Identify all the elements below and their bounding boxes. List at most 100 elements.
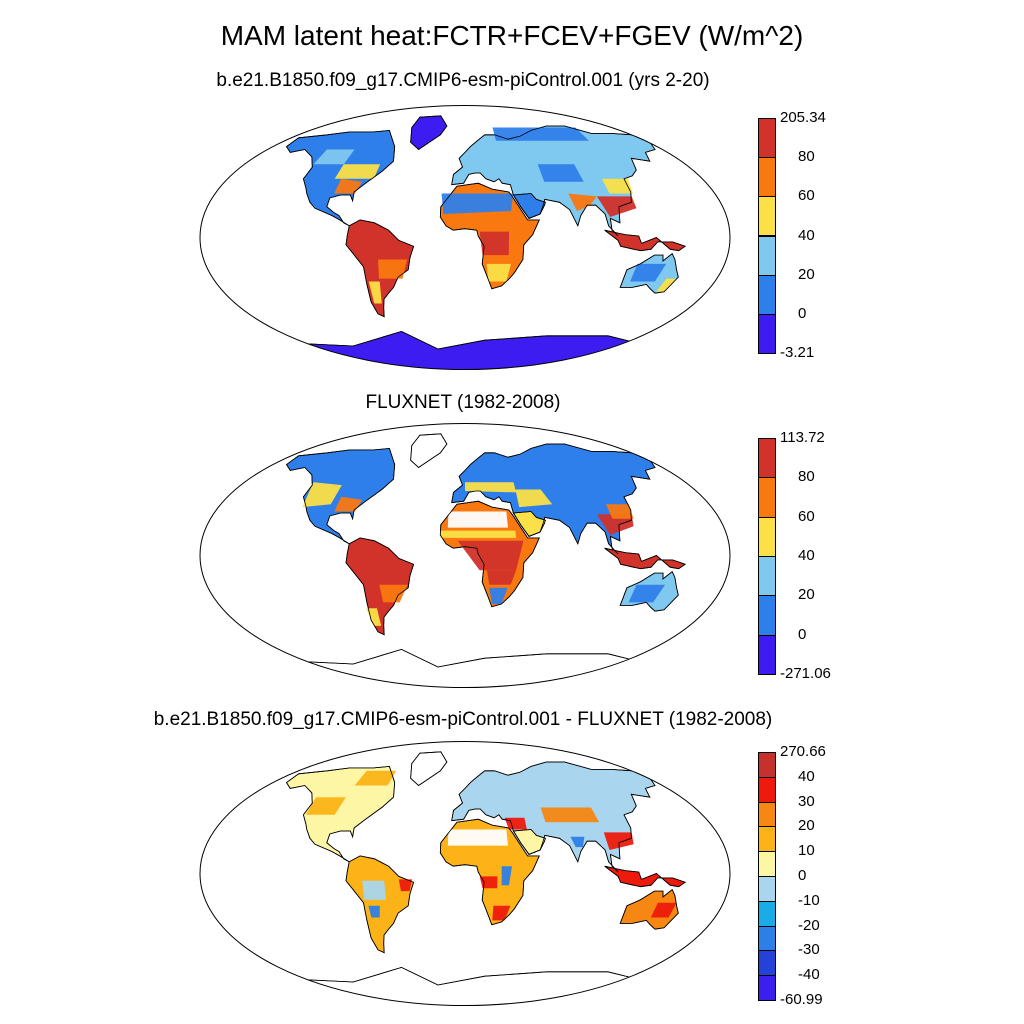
colorbar-tick-label: 0	[798, 867, 807, 884]
land-antarctica	[292, 330, 639, 370]
coastline	[439, 500, 540, 608]
colorbar-swatch	[758, 274, 776, 315]
colorbar-swatch	[758, 801, 776, 828]
value-region	[313, 149, 355, 165]
colorbar-swatch	[758, 196, 776, 237]
value-region	[398, 879, 413, 892]
colorbar-tick-label: 60	[798, 187, 815, 205]
value-region	[447, 829, 508, 846]
coastline	[285, 129, 396, 227]
colorbar-tick-label: -271.06	[780, 665, 831, 682]
value-region	[568, 193, 597, 212]
colorbar-swatch	[758, 950, 776, 977]
colorbar-tick-label: -10	[798, 891, 820, 909]
coastline	[512, 193, 546, 219]
coastline	[410, 115, 448, 151]
colorbar-swatch	[758, 595, 776, 636]
map-land-layer	[285, 433, 687, 688]
colorbar-tick-label: 40	[798, 547, 815, 564]
colorbar-tick-label: 80	[798, 148, 815, 166]
figure-title: MAM latent heat:FCTR+FCEV+FGEV (W/m^2)	[220, 20, 804, 51]
colorbar-tick-label: -30	[798, 941, 820, 959]
land-antarctica	[292, 648, 639, 688]
land-greenland	[410, 433, 448, 469]
coastline	[451, 761, 656, 873]
value-region	[650, 902, 677, 918]
coastline	[604, 865, 687, 888]
colorbar-tick-label: 20	[798, 817, 815, 835]
value-region	[440, 530, 516, 538]
colorbar-tick-label: -20	[798, 916, 820, 934]
colorbar-tick-label: -60.99	[780, 991, 823, 1008]
colorbar-swatch	[758, 516, 776, 557]
map-land-layer	[285, 751, 687, 1006]
land-indonesia	[604, 547, 687, 570]
value-region	[501, 866, 512, 886]
coastline	[345, 537, 415, 636]
map-boundary	[199, 741, 731, 1006]
value-region	[378, 259, 408, 279]
value-region	[605, 504, 634, 519]
panel-3-colorbar: -60.99 -40 -30 -20 -10 0 10 20 30 40 270.66	[758, 744, 878, 1008]
colorbar-swatch	[758, 851, 776, 877]
value-region	[465, 482, 517, 493]
land-indonesia	[604, 229, 687, 252]
coastline	[604, 547, 687, 570]
value-region	[334, 178, 363, 194]
colorbar-swatch	[758, 313, 776, 354]
value-region	[447, 511, 508, 528]
land-antarctica	[292, 966, 639, 1006]
value-region	[489, 587, 508, 604]
coastline	[345, 219, 415, 318]
coastline	[292, 966, 639, 1006]
coastline	[285, 447, 396, 545]
colorbar-tick-label: 30	[798, 792, 815, 810]
value-region	[366, 608, 382, 626]
value-region	[596, 514, 634, 535]
value-region	[486, 570, 517, 585]
colorbar-swatch	[758, 776, 776, 803]
coastline	[345, 855, 415, 954]
value-region	[656, 278, 678, 292]
colorbar-swatch	[758, 752, 776, 778]
value-region	[302, 482, 342, 508]
land-namerica	[285, 447, 396, 545]
coastline	[619, 888, 679, 930]
colorbar-tick-label: 10	[798, 842, 815, 860]
panel-3-map	[199, 741, 731, 1006]
coastline	[451, 125, 656, 237]
colorbar-tick-label: -3.21	[780, 344, 815, 361]
value-region	[601, 178, 633, 194]
value-region	[362, 880, 386, 900]
land-greenland	[410, 751, 448, 787]
land-samerica	[345, 855, 415, 954]
coastline	[512, 511, 546, 537]
colorbar-tick-label: 40	[798, 226, 815, 244]
colorbar-tick-label: 80	[798, 468, 815, 486]
value-region	[457, 540, 524, 571]
panel-1-map	[199, 105, 731, 370]
colorbar-swatch	[758, 876, 776, 902]
coastline	[604, 229, 687, 252]
colorbar-tick-label: 205.34	[780, 109, 826, 126]
panel-1-subtitle: b.e21.B1850.f09_g17.CMIP6-esm-piControl.…	[216, 70, 710, 91]
value-region	[368, 281, 382, 304]
value-region	[515, 489, 553, 508]
coastline	[619, 252, 679, 294]
colorbar-swatch	[758, 975, 776, 1001]
value-region	[334, 496, 363, 512]
coastline	[410, 433, 448, 469]
coastline	[410, 751, 448, 787]
colorbar-tick-label: 20	[798, 586, 815, 604]
land-greenland	[410, 115, 448, 151]
panel-2-subtitle: FLUXNET (1982-2008)	[365, 392, 561, 413]
coastline	[512, 829, 546, 855]
map-boundary	[199, 423, 731, 688]
value-region	[596, 196, 637, 217]
coastline	[292, 330, 639, 370]
colorbar-swatch	[758, 157, 776, 198]
colorbar-swatch	[758, 826, 776, 853]
colorbar-swatch	[758, 477, 776, 518]
colorbar-swatch	[758, 235, 776, 276]
coastline	[292, 648, 639, 688]
